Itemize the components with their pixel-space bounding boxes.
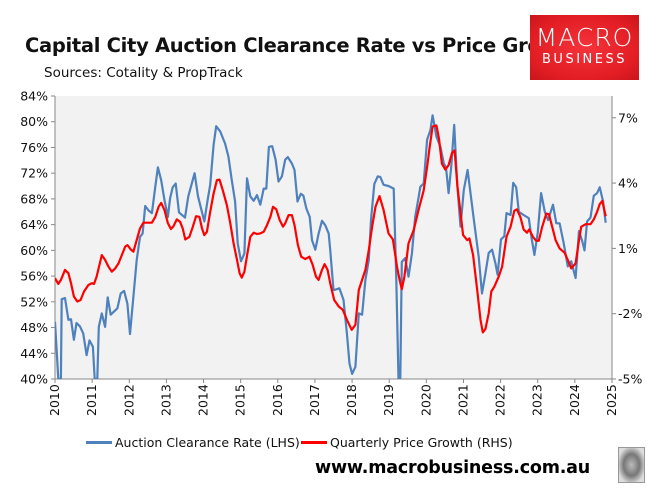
x-tick-label: 2018 xyxy=(344,384,359,416)
x-tick-label: 2017 xyxy=(307,384,322,416)
left-tick-label: 76% xyxy=(20,140,48,155)
right-tick-label: 7% xyxy=(618,110,638,125)
right-tick-label: 1% xyxy=(618,241,638,256)
x-tick-label: 2025 xyxy=(604,384,619,416)
right-tick-label: -2% xyxy=(618,306,642,321)
left-tick-label: 44% xyxy=(20,346,48,361)
macrobusiness-logo: MACRO BUSINESS xyxy=(530,15,639,80)
series-line-clearance-rate xyxy=(55,114,607,379)
x-tick-label: 2021 xyxy=(455,384,470,416)
left-tick-label: 80% xyxy=(20,114,48,129)
left-tick-label: 52% xyxy=(20,294,48,309)
left-tick-label: 56% xyxy=(20,269,48,284)
legend-swatch-red xyxy=(301,441,327,444)
legend-swatch-blue xyxy=(86,441,112,444)
left-tick-label: 84% xyxy=(20,89,48,104)
chart-title: Capital City Auction Clearance Rate vs P… xyxy=(25,34,581,57)
x-tick-label: 2024 xyxy=(567,384,582,416)
x-tick-label: 2019 xyxy=(381,384,396,416)
wolf-logo-icon xyxy=(618,447,645,483)
x-tick-label: 2015 xyxy=(233,384,248,416)
left-tick-label: 64% xyxy=(20,217,48,232)
left-tick-label: 72% xyxy=(20,166,48,181)
x-tick-label: 2014 xyxy=(196,384,211,416)
legend-label: Quarterly Price Growth (RHS) xyxy=(330,435,513,450)
x-tick-label: 2013 xyxy=(158,384,173,416)
left-tick-label: 60% xyxy=(20,243,48,258)
x-tick-label: 2011 xyxy=(84,384,99,416)
legend-item-price-growth: Quarterly Price Growth (RHS) xyxy=(301,435,513,450)
legend-label: Auction Clearance Rate (LHS) xyxy=(115,435,300,450)
footer-url: www.macrobusiness.com.au xyxy=(315,458,591,478)
x-tick-label: 2012 xyxy=(121,384,136,416)
right-tick-label: -5% xyxy=(618,372,642,387)
left-tick-label: 48% xyxy=(20,320,48,335)
logo-line2: BUSINESS xyxy=(542,52,627,67)
legend-item-clearance: Auction Clearance Rate (LHS) xyxy=(86,435,300,450)
series-line-price-growth xyxy=(55,124,607,334)
x-tick-label: 2022 xyxy=(493,384,508,416)
left-tick-label: 40% xyxy=(20,372,48,387)
chart-subtitle: Sources: Cotality & PropTrack xyxy=(44,65,243,81)
x-tick-label: 2016 xyxy=(270,384,285,416)
left-tick-label: 68% xyxy=(20,191,48,206)
x-tick-label: 2023 xyxy=(530,384,545,416)
x-tick-label: 2020 xyxy=(418,384,433,416)
x-tick-label: 2010 xyxy=(47,384,62,416)
logo-line1: MACRO xyxy=(535,23,634,52)
plot-area xyxy=(55,96,612,379)
right-tick-label: 4% xyxy=(618,176,638,191)
